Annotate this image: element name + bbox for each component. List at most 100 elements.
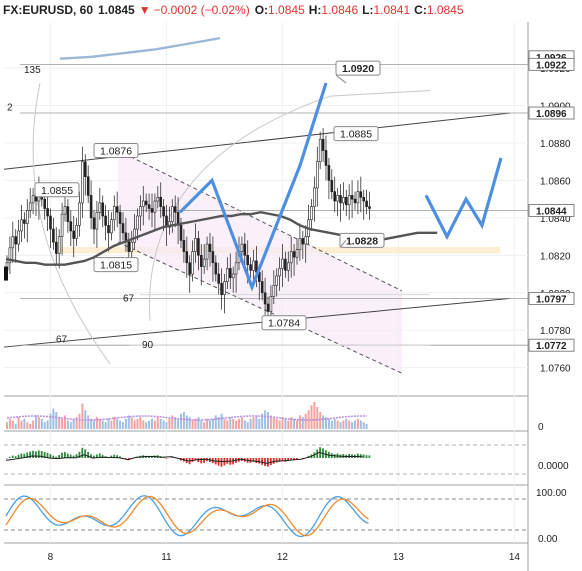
candle-body: [139, 206, 142, 217]
candle-body: [156, 196, 160, 202]
volume-bar: [46, 420, 49, 429]
candle-body: [260, 281, 264, 294]
macd-histogram-bar: [278, 458, 281, 462]
candle-body: [25, 210, 29, 224]
volume-bar: [362, 422, 365, 429]
macd-histogram-bar: [124, 458, 127, 459]
volume-bar: [116, 418, 119, 429]
volume-bar: [217, 417, 220, 429]
volume-bar: [267, 412, 269, 429]
candle-body: [78, 202, 81, 226]
macd-histogram-bar: [29, 451, 31, 458]
macd-histogram-bar: [26, 452, 29, 458]
candle-body: [104, 215, 107, 226]
macd-histogram-bar: [93, 455, 95, 458]
candle-body: [168, 221, 171, 228]
callout-box: [335, 60, 381, 76]
volume-bar: [139, 417, 142, 429]
volume-bar: [304, 413, 307, 429]
volume-bar: [32, 420, 35, 429]
candle-body: [362, 196, 366, 202]
volume-bar: [72, 418, 75, 429]
macd-histogram-bar: [261, 458, 263, 465]
candle-body: [327, 165, 331, 181]
volume-bar: [313, 401, 316, 429]
callout-pointer: [335, 74, 347, 84]
macd-histogram-bar: [69, 454, 72, 458]
macd-histogram-bar: [101, 454, 104, 458]
volume-bar: [333, 418, 336, 429]
volume-bar: [220, 413, 223, 429]
volume-bar: [261, 413, 264, 429]
macd-histogram-bar: [194, 458, 197, 461]
volume-zero-label: 0: [538, 422, 544, 433]
candle-body: [281, 258, 284, 269]
volume-bar: [290, 417, 293, 429]
candle-body: [60, 213, 64, 237]
volume-bar: [52, 408, 55, 429]
volume-bar: [269, 415, 272, 429]
macd-histogram-bar: [217, 458, 220, 466]
candle-body: [353, 198, 357, 204]
macd-histogram-bar: [23, 453, 26, 458]
channel-upper-line: [117, 150, 403, 292]
time-tick-label: 14: [509, 552, 521, 563]
trend-line-lower: [3, 297, 511, 348]
candle-body: [246, 255, 249, 265]
macd-histogram-bar: [287, 458, 290, 461]
candle-body: [278, 268, 281, 277]
callout-box: [333, 126, 379, 142]
volume-bar: [171, 415, 174, 429]
candle-body: [208, 243, 212, 252]
volume-bar: [182, 412, 185, 429]
callout-label: 1.0876: [100, 145, 132, 157]
candle-body: [185, 251, 189, 264]
candle-body: [107, 225, 110, 234]
macd-histogram-bar: [52, 455, 55, 458]
candle-body: [98, 202, 102, 213]
volume-bar: [342, 420, 345, 429]
volume-panel: 0: [6, 401, 544, 433]
macd-histogram-bar: [8, 456, 11, 458]
callout-box: [93, 142, 139, 158]
candle-body: [266, 303, 270, 312]
macd-histogram-bar: [290, 458, 292, 460]
candle-body: [339, 195, 342, 204]
macd-histogram-bar: [252, 458, 255, 462]
candle-body: [150, 208, 154, 213]
volume-bar: [156, 417, 159, 429]
callout-box: [339, 232, 385, 248]
callouts: 1.0920 1.0885 1.0876 1.0855 1.0828 1.0815 1.07…: [34, 60, 385, 331]
candle-body: [153, 200, 157, 213]
high-value: 1.0846: [321, 3, 358, 17]
candle-body: [127, 240, 131, 252]
time-axis[interactable]: 8 11 12 13 14: [48, 552, 521, 563]
volume-bar: [93, 420, 95, 429]
time-tick-label: 11: [161, 552, 172, 563]
callout-box: [34, 182, 80, 198]
candle-body: [130, 241, 133, 252]
upper-band-line: [59, 36, 221, 60]
volume-bar: [287, 420, 290, 429]
volume-bar: [104, 422, 107, 429]
callout-pointer: [339, 240, 347, 248]
volume-bar: [223, 418, 226, 429]
candle-body: [84, 161, 87, 177]
chart-header: FX:EURUSD, 60 1.0845 ▼ −0.0002 (−0.02%) O:1.…: [3, 3, 464, 17]
candle-body: [133, 228, 136, 243]
volume-bar: [330, 420, 333, 429]
volume-bar: [194, 418, 197, 429]
candle-body: [66, 206, 70, 222]
volume-bar: [180, 413, 182, 429]
candle-body: [28, 202, 32, 211]
volume-bar: [243, 420, 246, 429]
volume-bar: [264, 410, 267, 429]
price-axis[interactable]: 1.07601.07801.08001.08201.08401.08601.08…: [528, 50, 575, 375]
time-tick-label: 12: [277, 552, 289, 563]
volume-bar: [136, 418, 139, 429]
fib-arc: [32, 82, 111, 365]
callout-label: 1.0855: [41, 185, 73, 197]
candle-body: [49, 215, 52, 230]
candle-body: [11, 236, 15, 249]
